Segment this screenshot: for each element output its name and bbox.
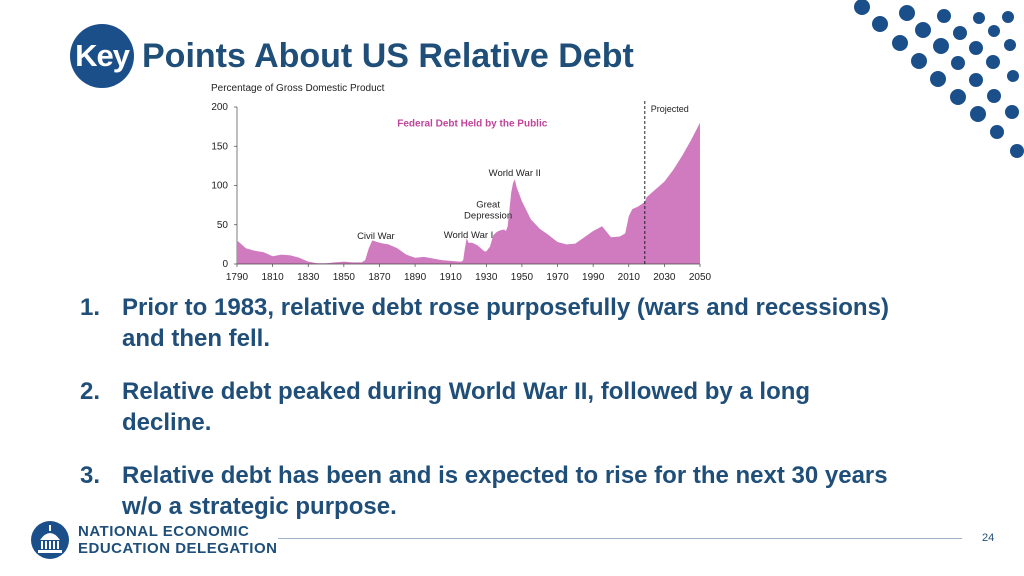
decorative-dot [937,9,951,23]
decorative-dot [973,12,985,24]
x-tick-label: 1890 [404,272,427,283]
slide-title: Key Points About US Relative Debt [70,24,634,88]
x-tick-label: 1870 [368,272,391,283]
y-tick-label: 150 [211,141,228,152]
x-tick-label: 1810 [261,272,284,283]
x-tick-label: 2030 [653,272,676,283]
debt-area-series [237,122,700,264]
chart-annotation: Depression [464,210,512,221]
chart-annotation: Civil War [357,231,395,242]
y-tick-label: 0 [222,259,228,270]
footer-divider [278,538,962,539]
series-label: Federal Debt Held by the Public [397,119,547,130]
decorative-dot [970,106,986,122]
point-number: 1. [80,294,101,321]
point-text-line: w/o a strategic purpose. [122,493,397,520]
decorative-dot [951,56,965,70]
projected-label: Projected [651,104,689,114]
point-item-2: 2. Relative debt peaked during World War… [80,376,960,438]
decorative-dot [1007,70,1019,82]
decorative-dot [911,53,927,69]
footer-logo: NATIONAL ECONOMIC EDUCATION DELEGATION [30,520,277,560]
decorative-dot [854,0,870,15]
x-tick-label: 1850 [333,272,356,283]
decorative-dot [988,25,1000,37]
chart-annotation: World War I [444,230,494,241]
x-tick-label: 1970 [546,272,569,283]
chart-annotation: World War II [489,168,541,179]
chart-annotation: Great [476,199,500,210]
decorative-dot [1004,39,1016,51]
decorative-dot [933,38,949,54]
key-points-list: 1. Prior to 1983, relative debt rose pur… [80,292,960,544]
decorative-dot [953,26,967,40]
x-tick-label: 1790 [226,272,249,283]
point-text-line: Prior to 1983, relative debt rose purpos… [122,294,889,321]
x-tick-label: 1990 [582,272,605,283]
x-tick-label: 2050 [689,272,712,283]
point-text: Relative debt has been and is expected t… [122,460,888,522]
point-text-line: Relative debt peaked during World War II… [122,378,811,405]
point-number: 3. [80,462,101,489]
decorative-dot [986,55,1000,69]
decorative-dot [990,125,1004,139]
decorative-dot [969,73,983,87]
point-text: Prior to 1983, relative debt rose purpos… [122,292,889,354]
point-text-line: decline. [122,409,212,436]
y-axis-label: Percentage of Gross Domestic Product [211,83,385,94]
point-number: 2. [80,378,101,405]
org-name-line-2: EDUCATION DELEGATION [78,540,278,557]
page-number: 24 [982,532,995,544]
key-badge: Key [70,24,134,88]
point-text: Relative debt peaked during World War II… [122,376,810,438]
decorative-dot [1002,11,1014,23]
y-tick-label: 200 [211,102,228,113]
y-tick-label: 100 [211,181,228,192]
decorative-dot [915,22,931,38]
org-name-line-1: NATIONAL ECONOMIC [78,523,250,540]
decorative-dot [1010,144,1024,158]
decorative-dot [930,71,946,87]
title-text: Points About US Relative Debt [142,36,634,75]
point-text-line: and then fell. [122,325,271,352]
org-name: NATIONAL ECONOMIC EDUCATION DELEGATION [78,523,277,557]
x-tick-label: 1950 [511,272,534,283]
x-tick-label: 2010 [618,272,641,283]
debt-chart: Percentage of Gross Domestic Product 0 50 1… [211,83,712,283]
decorative-dot [892,35,908,51]
point-text-line: Relative debt has been and is expected t… [122,462,888,489]
x-tick-label: 1910 [440,272,463,283]
point-item-3: 3. Relative debt has been and is expecte… [80,460,960,522]
title-key-word: Key [75,38,130,73]
decorative-dot [872,16,888,32]
decorative-dot [1005,105,1019,119]
capitol-dome-icon [31,521,69,559]
x-tick-label: 1830 [297,272,320,283]
y-tick-label: 50 [217,220,229,231]
x-tick-label: 1930 [475,272,498,283]
decorative-dot [969,41,983,55]
decorative-dot [987,89,1001,103]
point-item-1: 1. Prior to 1983, relative debt rose pur… [80,292,960,354]
decorative-dot [899,5,915,21]
decorative-dot [950,89,966,105]
